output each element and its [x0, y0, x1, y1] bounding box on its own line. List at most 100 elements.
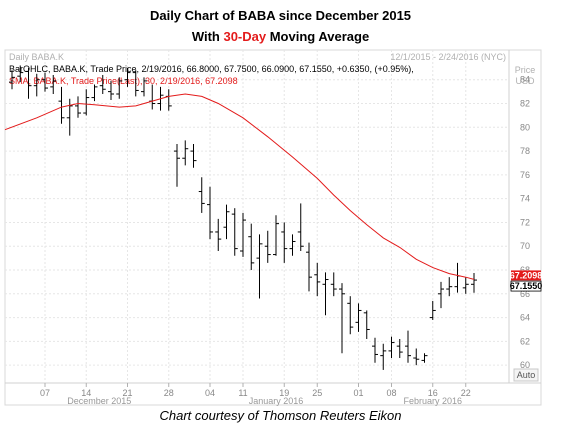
ohlc-bar	[240, 212, 246, 257]
y-tick-label: 66	[520, 289, 530, 299]
x-tick-label: 19	[279, 388, 289, 398]
price-chart: Daily BABA.K 12/1/2015 - 2/24/2016 (NYC)…	[4, 49, 543, 406]
ohlc-bar	[42, 72, 48, 92]
ohlc-bar	[215, 218, 222, 251]
ohlc-bar	[50, 74, 57, 95]
x-tick-label: 11	[238, 388, 247, 398]
legend-ohlc: BarOHLC, BABA.K, Trade Price, 2/19/2016,…	[9, 64, 414, 74]
ohlc-bar	[182, 140, 189, 166]
ohlc-bar	[248, 223, 255, 271]
ohlc-bar	[339, 283, 345, 354]
ohlc-bar	[33, 73, 40, 97]
ohlc-bar	[116, 77, 123, 99]
x-tick-label: 14	[81, 388, 91, 398]
auto-scale-button[interactable]: Auto	[513, 368, 539, 382]
x-axis-ticks: 07 14 21 28 04 11 19 25 01 08 16 22	[40, 383, 471, 398]
sma-tag-box	[511, 270, 541, 281]
chart-caption: Chart courtesy of Thomson Reuters Eikon	[159, 408, 402, 423]
price-last-value-tag: 67.1550	[510, 280, 543, 292]
ohlc-bar	[380, 343, 387, 370]
ohlc-bar	[198, 177, 205, 213]
y-tick-label: 62	[520, 336, 530, 346]
x-tick-label: 16	[428, 388, 438, 398]
chart-title-line1: Daily Chart of BABA since December 2015	[149, 8, 412, 23]
x-tick-label: 04	[205, 388, 215, 398]
ohlc-bar	[83, 89, 90, 116]
sma-tag-text: 67.2098	[510, 270, 543, 280]
panel-label: Daily BABA.K	[9, 52, 64, 62]
sma-line	[4, 93, 475, 280]
legend-sma: SMA, BABA.K, Trade Price(Last), 30, 2/19…	[9, 76, 238, 86]
ohlc-bar	[17, 65, 24, 83]
date-range-label: 12/1/2015 - 2/24/2016 (NYC)	[390, 52, 506, 62]
ohlc-bar	[25, 67, 32, 99]
y-tick-label: 78	[520, 146, 530, 156]
ohlc-bar	[281, 222, 288, 263]
chart-title-line2: With 30-Day Moving Average	[0, 29, 561, 44]
y-axis-ticks: 60 62 64 66 68 70 72 74 76 78 80 82 84	[520, 75, 530, 370]
month-label: January 2016	[249, 396, 304, 406]
y-axis-title: Price	[515, 65, 536, 75]
y-tick-label: 80	[520, 122, 530, 132]
x-tick-label: 28	[164, 388, 174, 398]
ohlc-bar	[132, 70, 139, 97]
ohlc-bar	[388, 336, 395, 359]
x-tick-label: 01	[353, 388, 363, 398]
ohlc-bar	[297, 203, 304, 251]
ohlc-bar	[347, 296, 354, 335]
y-tick-label: 64	[520, 313, 530, 323]
ohlc-bar	[306, 242, 312, 292]
ohlc-bar	[471, 272, 477, 293]
title-suffix: Moving Average	[266, 29, 370, 44]
ohlc-bar	[231, 208, 238, 256]
x-tick-label: 25	[312, 388, 322, 398]
ohlc-bar	[174, 143, 180, 187]
ohlc-bar	[322, 272, 329, 316]
ohlc-bar	[372, 337, 378, 363]
ohlc-bar	[446, 277, 453, 297]
ohlc-bar	[190, 143, 197, 168]
y-tick-label: 76	[520, 170, 530, 180]
x-tick-label: 22	[461, 388, 471, 398]
ohlc-bar	[405, 330, 411, 363]
ohlc-bar	[363, 310, 370, 339]
ohlc-bar	[413, 348, 420, 366]
auto-button-box[interactable]	[513, 368, 539, 382]
sma-last-value-tag: 67.2098	[510, 270, 543, 281]
ohlc-bar	[108, 80, 114, 100]
ohlc-bar	[75, 96, 81, 118]
ohlc-bar	[99, 74, 106, 95]
month-labels: December 2015 January 2016 February 2016	[67, 396, 462, 406]
ohlc-bar	[314, 262, 321, 297]
ohlc-bar	[141, 77, 147, 97]
ohlc-bar	[396, 338, 403, 359]
month-label: February 2016	[403, 396, 462, 406]
x-tick-label: 21	[122, 388, 132, 398]
grid-lines	[5, 50, 509, 383]
ohlc-bar	[9, 70, 15, 90]
ohlc-bar	[124, 67, 131, 87]
y-axis-unit: USD	[515, 76, 535, 86]
y-tick-label: 60	[520, 360, 530, 370]
ohlc-bar	[207, 186, 213, 240]
ohlc-bar	[355, 303, 362, 332]
month-label: December 2015	[67, 396, 131, 406]
ohlc-bar	[429, 300, 436, 320]
ohlc-bar	[223, 204, 230, 240]
title-prefix: With	[191, 29, 224, 44]
y-tick-label: 82	[520, 99, 530, 109]
x-tick-label: 08	[386, 388, 396, 398]
ohlc-bar	[462, 277, 469, 294]
price-tag-text: 67.1550	[510, 281, 543, 291]
auto-button-label[interactable]: Auto	[517, 370, 536, 380]
ohlc-bar	[289, 234, 296, 256]
ohlc-bar	[273, 215, 279, 256]
y-tick-label: 70	[520, 241, 530, 251]
y-tick-label: 74	[520, 194, 530, 204]
title-highlight: 30-Day	[223, 29, 267, 44]
y-tick-label: 84	[520, 75, 530, 85]
ohlc-bar	[91, 84, 98, 102]
ohlc-bar	[264, 230, 271, 263]
ohlc-bar	[256, 234, 263, 299]
price-tag-box	[510, 280, 542, 292]
